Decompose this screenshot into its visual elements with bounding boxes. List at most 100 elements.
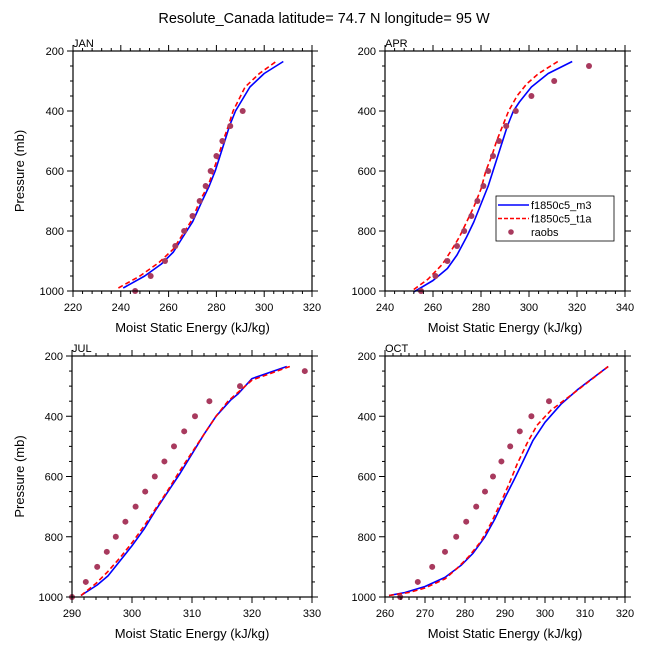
raobs-point <box>551 78 558 84</box>
raobs-point <box>453 533 460 540</box>
x-tick-label: 280 <box>456 608 474 620</box>
y-axis-label: Pressure (mb) <box>12 130 27 212</box>
x-tick-label: 320 <box>568 302 586 314</box>
series-line-f1850c5-t1a <box>80 365 291 597</box>
plot-frame <box>384 50 626 292</box>
plot-frame <box>71 355 313 598</box>
series-line-f1850c5-m3 <box>388 365 609 597</box>
raobs-point <box>442 548 448 555</box>
raobs-point <box>142 488 149 495</box>
raobs-point <box>132 503 139 510</box>
raobs-point <box>206 398 213 405</box>
x-tick-label: 300 <box>255 302 273 314</box>
legend-box <box>495 195 615 242</box>
panel-title: JAN <box>73 38 94 50</box>
raobs-point <box>82 578 89 585</box>
raobs-point <box>546 398 552 405</box>
raobs-point <box>239 108 246 114</box>
x-tick-label: 300 <box>536 608 554 620</box>
x-tick-label: 310 <box>576 608 594 620</box>
raobs-point <box>586 63 592 69</box>
x-tick-label: 280 <box>207 302 225 314</box>
x-tick-label: 260 <box>424 302 442 314</box>
raobs-point <box>454 243 460 249</box>
raobs-point <box>468 213 475 219</box>
legend-marker-raobs <box>508 229 514 235</box>
series-line-f1850c5-m3 <box>413 60 573 293</box>
raobs-point <box>512 108 519 114</box>
raobs-point <box>432 273 439 279</box>
x-tick-label: 290 <box>63 608 81 620</box>
raobs-point <box>482 488 488 495</box>
raobs-point <box>207 168 214 174</box>
raobs-point <box>189 213 196 219</box>
raobs-point <box>181 428 188 435</box>
x-tick-label: 320 <box>243 608 261 620</box>
y-tick-label: 800 <box>358 226 376 238</box>
raobs-point <box>507 443 514 450</box>
plot-frame <box>384 355 626 598</box>
legend-label: raobs <box>531 227 559 239</box>
x-axis-label: Moist Static Energy (kJ/kg) <box>428 626 583 641</box>
raobs-point <box>181 228 188 234</box>
x-tick-label: 270 <box>416 608 434 620</box>
panel-title: JUL <box>72 343 92 355</box>
y-tick-label: 400 <box>45 411 63 423</box>
panel-apr: APR 240 260 280 300 320 340 200 400 600 800 1000 Moi… <box>352 38 635 335</box>
series-line-f1850c5-t1a <box>388 365 609 597</box>
raobs-point <box>528 413 535 420</box>
x-tick-label: 310 <box>183 608 201 620</box>
y-tick-label: 600 <box>46 166 64 178</box>
raobs-point <box>474 198 481 204</box>
y-tick-label: 1000 <box>40 286 64 298</box>
raobs-point <box>461 228 468 234</box>
series-line-f1850c5-m3 <box>122 60 284 289</box>
raobs-point <box>94 563 101 570</box>
y-tick-label: 200 <box>358 46 376 58</box>
y-tick-label: 800 <box>46 226 64 238</box>
x-tick-label: 340 <box>616 302 634 314</box>
raobs-point <box>485 168 492 174</box>
raobs-point <box>301 368 308 375</box>
raobs-point <box>503 123 510 129</box>
y-tick-label: 200 <box>45 351 63 363</box>
x-axis-label: Moist Static Energy (kJ/kg) <box>115 626 270 641</box>
raobs-point <box>162 258 169 264</box>
x-tick-label: 300 <box>123 608 141 620</box>
x-tick-label: 320 <box>616 608 634 620</box>
x-tick-label: 240 <box>112 302 130 314</box>
y-tick-label: 400 <box>358 106 376 118</box>
x-tick-label: 280 <box>472 302 490 314</box>
legend-label: f1850c5_m3 <box>531 200 592 212</box>
raobs-point <box>480 183 487 189</box>
y-tick-label: 200 <box>46 46 64 58</box>
y-tick-label: 200 <box>358 351 376 363</box>
y-tick-label: 600 <box>45 472 63 484</box>
x-axis-label: Moist Static Energy (kJ/kg) <box>428 320 583 335</box>
y-tick-label: 1000 <box>352 592 376 604</box>
raobs-point <box>151 473 158 480</box>
legend-label: f1850c5_t1a <box>531 214 592 226</box>
plot-frame <box>72 50 313 292</box>
raobs-point <box>112 533 119 540</box>
panel-title: OCT <box>385 343 409 355</box>
panel-jul: JUL 290 300 310 320 330 200 400 600 800 1000 Moist … <box>12 343 321 641</box>
raobs-point <box>202 183 209 189</box>
x-tick-label: 300 <box>520 302 538 314</box>
raobs-point <box>219 138 226 144</box>
raobs-point <box>473 503 480 510</box>
figure-title: Resolute_Canada latitude= 74.7 N longitu… <box>158 11 490 27</box>
raobs-point <box>498 458 505 465</box>
raobs-point <box>196 198 203 204</box>
panel-title: APR <box>385 38 408 50</box>
series-line-f1850c5-t1a <box>413 60 559 291</box>
x-tick-label: 220 <box>64 302 82 314</box>
y-tick-label: 800 <box>358 532 376 544</box>
y-tick-label: 600 <box>358 166 376 178</box>
raobs-point <box>528 93 535 99</box>
y-tick-label: 1000 <box>39 592 63 604</box>
raobs-point <box>429 563 436 570</box>
panel-jan: JAN 220 240 260 280 300 320 200 400 600 800 1000 Moi… <box>12 38 321 335</box>
